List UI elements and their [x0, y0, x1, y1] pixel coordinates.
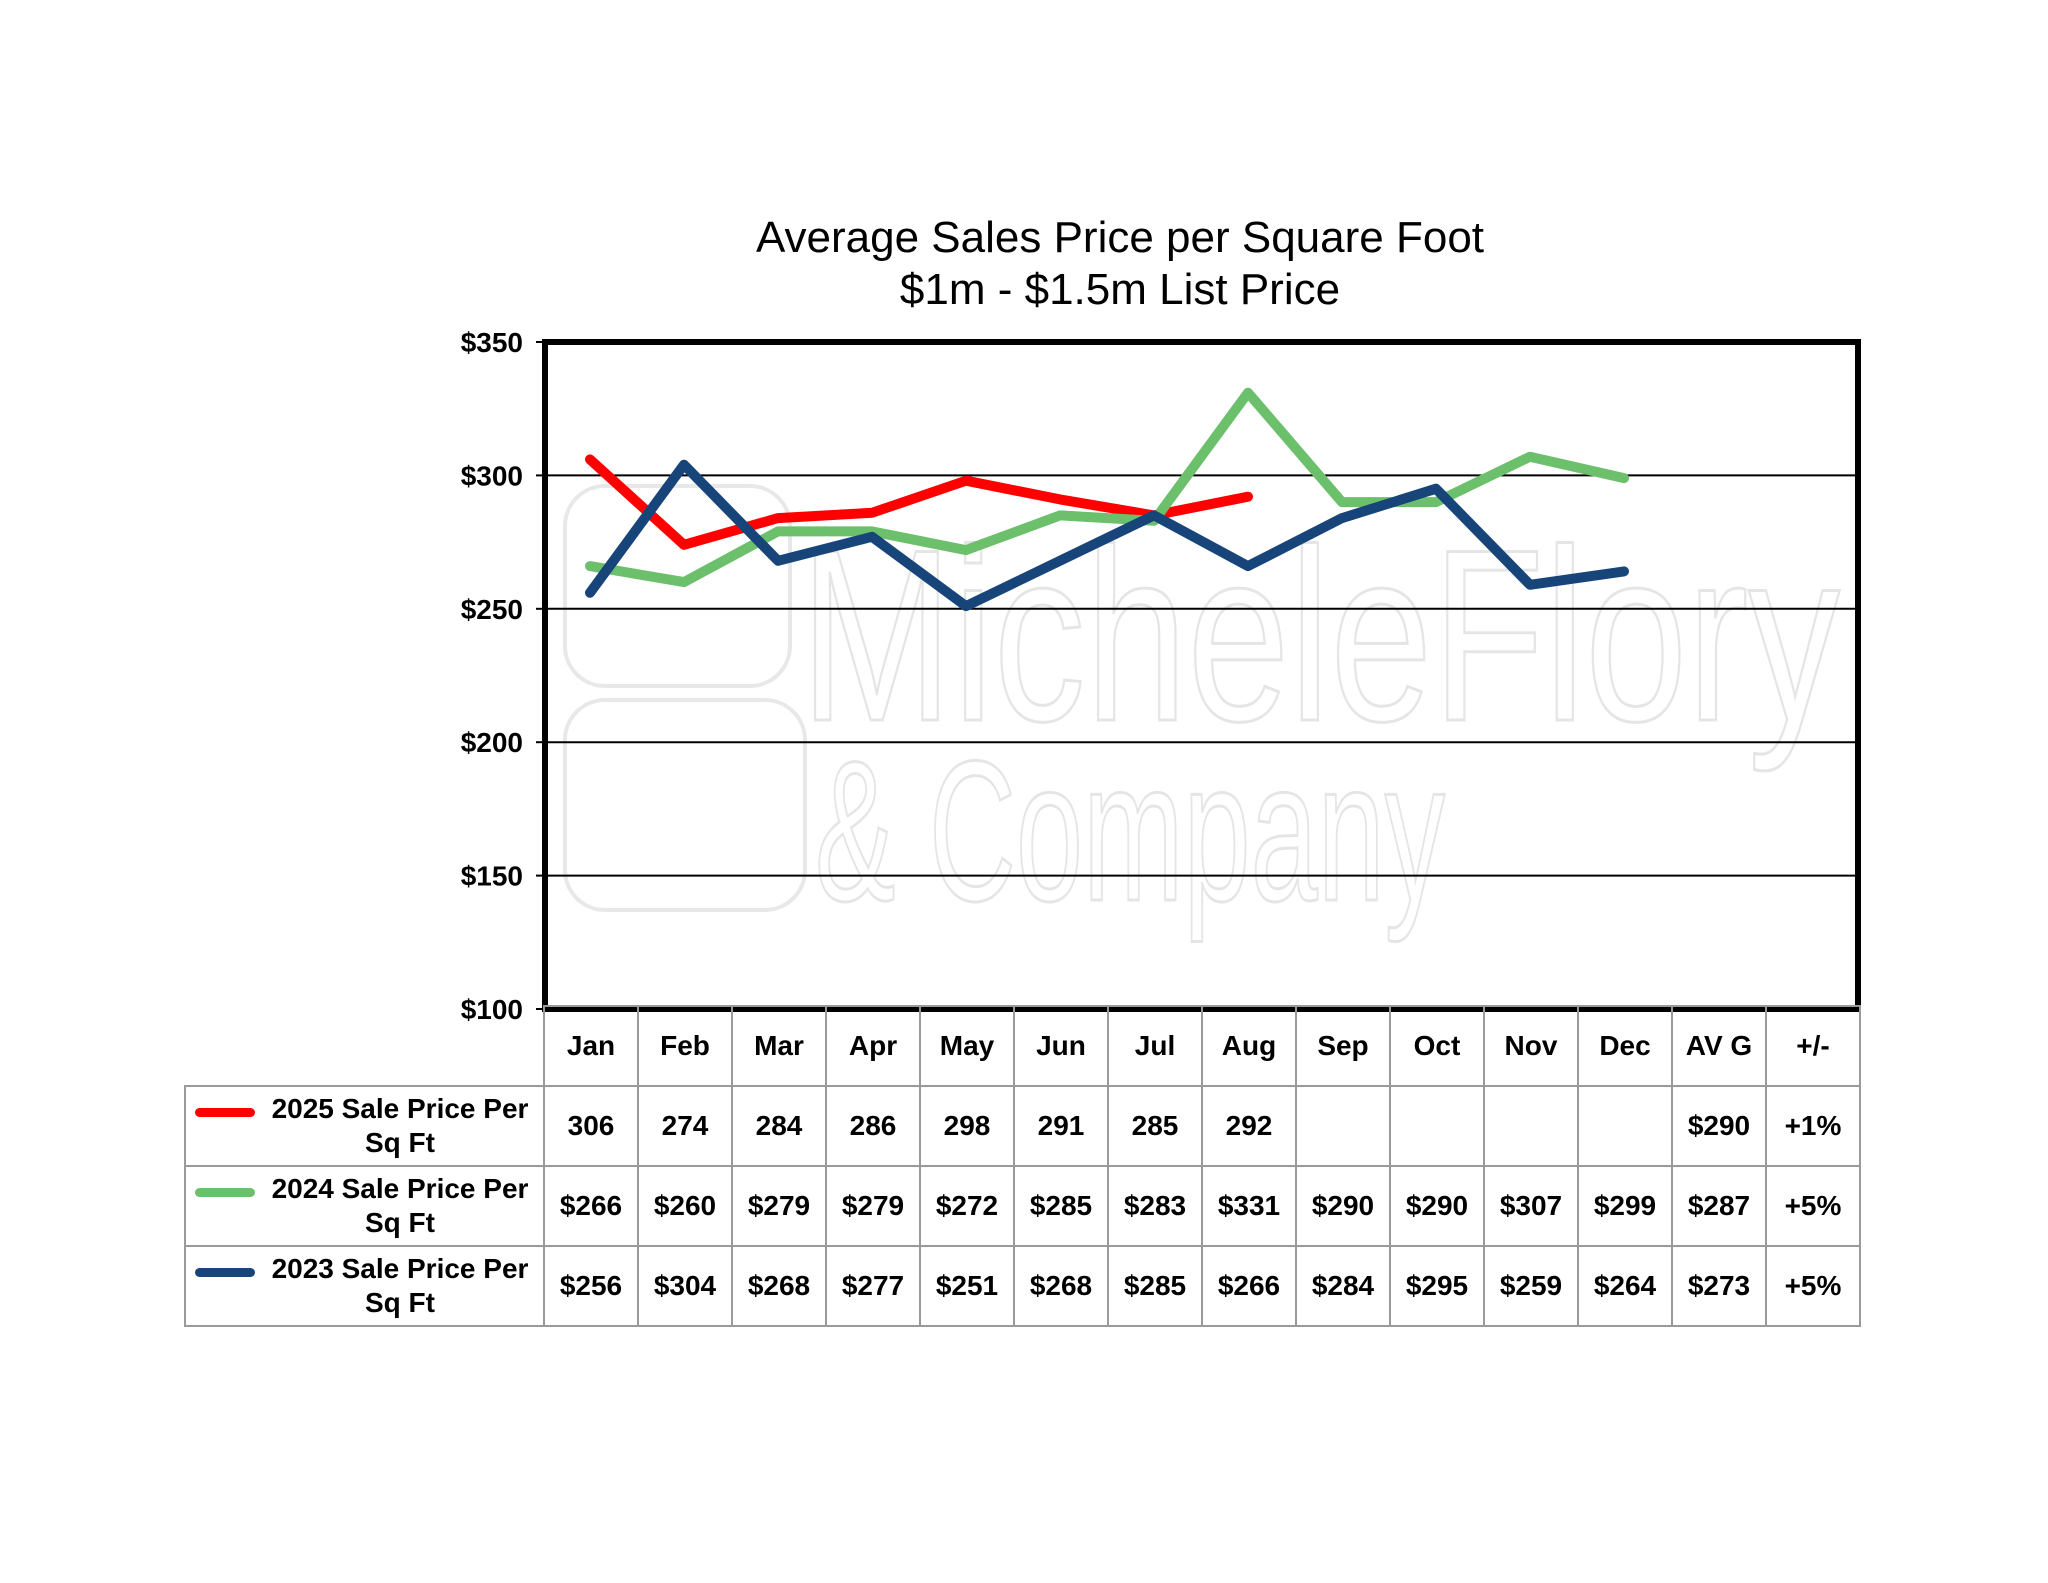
table-cell: $277 — [825, 1245, 921, 1327]
table-cell: $268 — [1013, 1245, 1109, 1327]
chart-title-line1: Average Sales Price per Square Foot — [755, 213, 1485, 262]
column-header: +/- — [1765, 1005, 1861, 1087]
table-corner-cell — [185, 1006, 545, 1087]
y-tick-label: $200 — [461, 727, 523, 758]
table-cell: $279 — [825, 1165, 921, 1247]
y-tick-label: $300 — [461, 460, 523, 491]
table-cell: $283 — [1107, 1165, 1203, 1247]
table-cell: $304 — [637, 1245, 733, 1327]
chart-subtitle: $1m - $1.5m List Price — [899, 265, 1341, 314]
series-label-cell: 2025 Sale Price Per Sq Ft — [184, 1085, 545, 1167]
y-tick-label: $250 — [461, 594, 523, 625]
column-header: Jul — [1107, 1005, 1203, 1087]
watermark-line2: & Company — [815, 720, 1445, 943]
table-cell: $299 — [1577, 1165, 1673, 1247]
y-tick-label: $350 — [461, 327, 523, 358]
series-label: 2025 Sale Price Per Sq Ft — [271, 1093, 529, 1158]
table-cell: 291 — [1013, 1085, 1109, 1167]
series-label-cell: 2023 Sale Price Per Sq Ft — [184, 1245, 545, 1327]
table-cell: $290 — [1295, 1165, 1391, 1247]
column-header: Sep — [1295, 1005, 1391, 1087]
series-label-cell: 2024 Sale Price Per Sq Ft — [184, 1165, 545, 1247]
table-cell: $264 — [1577, 1245, 1673, 1327]
table-cell: $266 — [543, 1165, 639, 1247]
column-header: Dec — [1577, 1005, 1673, 1087]
table-cell: 286 — [825, 1085, 921, 1167]
table-cell: $290 — [1671, 1085, 1767, 1167]
column-header: Nov — [1483, 1005, 1579, 1087]
table-cell: $266 — [1201, 1245, 1297, 1327]
legend-swatch — [195, 1187, 255, 1197]
table-cell: +5% — [1765, 1245, 1861, 1327]
gridlines — [545, 474, 1858, 877]
legend-swatch — [195, 1107, 255, 1117]
table-cell: 284 — [731, 1085, 827, 1167]
table-cell: $260 — [637, 1165, 733, 1247]
table-cell — [1389, 1085, 1485, 1167]
table-cell: $259 — [1483, 1245, 1579, 1327]
watermark-logo-frame-bottom — [563, 698, 807, 912]
table-cell: $287 — [1671, 1165, 1767, 1247]
y-axis-ticks: $350$300$250$200$150$100 — [461, 327, 545, 1025]
series-label: 2024 Sale Price Per Sq Ft — [271, 1173, 529, 1238]
watermark: MicheleFlory & Company — [563, 484, 1842, 945]
column-header: Jun — [1013, 1005, 1109, 1087]
series-line — [585, 454, 1253, 550]
table-cell: $290 — [1389, 1165, 1485, 1247]
chart-title: Average Sales Price per Square Foot $1m … — [600, 212, 1640, 316]
table-cell: +5% — [1765, 1165, 1861, 1247]
table-cell: $295 — [1389, 1245, 1485, 1327]
table-cell: $331 — [1201, 1165, 1297, 1247]
table-cell: $251 — [919, 1245, 1015, 1327]
table-cell: 306 — [543, 1085, 639, 1167]
data-table: Jan Feb Mar Apr May Jun Jul Aug Sep Oct Nov Dec AV G… — [184, 1005, 1861, 1327]
table-cell: $279 — [731, 1165, 827, 1247]
table-cell: 285 — [1107, 1085, 1203, 1167]
table-header-row: Jan Feb Mar Apr May Jun Jul Aug Sep Oct Nov Dec AV G… — [185, 1005, 1861, 1087]
column-header: Mar — [731, 1005, 827, 1087]
table-cell: 298 — [919, 1085, 1015, 1167]
table-cell: $268 — [731, 1245, 827, 1327]
y-tick-label: $150 — [461, 861, 523, 892]
column-header: Aug — [1201, 1005, 1297, 1087]
table-row: 2023 Sale Price Per Sq Ft $256 $304 $268 $27… — [184, 1245, 1861, 1327]
column-header: May — [919, 1005, 1015, 1087]
series-lines — [585, 387, 1629, 612]
column-header: Apr — [825, 1005, 921, 1087]
table-cell: +1% — [1765, 1085, 1861, 1167]
table-cell: 274 — [637, 1085, 733, 1167]
legend-swatch — [195, 1267, 255, 1277]
table-cell: $272 — [919, 1165, 1015, 1247]
column-header: Jan — [543, 1005, 639, 1087]
watermark-logo-frame-top — [563, 484, 792, 688]
table-cell: $273 — [1671, 1245, 1767, 1327]
table-cell — [1295, 1085, 1391, 1167]
table-cell — [1483, 1085, 1579, 1167]
table-cell: $285 — [1013, 1165, 1109, 1247]
table-row: 2024 Sale Price Per Sq Ft $266 $260 $279 $27… — [184, 1165, 1861, 1247]
table-cell: $307 — [1483, 1165, 1579, 1247]
column-header: Oct — [1389, 1005, 1485, 1087]
series-label: 2023 Sale Price Per Sq Ft — [271, 1253, 529, 1318]
table-cell: $284 — [1295, 1245, 1391, 1327]
column-header: AV G — [1671, 1005, 1767, 1087]
table-cell: $285 — [1107, 1245, 1203, 1327]
table-cell — [1577, 1085, 1673, 1167]
table-cell: $256 — [543, 1245, 639, 1327]
table-cell: 292 — [1201, 1085, 1297, 1167]
table-row: 2025 Sale Price Per Sq Ft 306 274 284 286 298… — [184, 1085, 1861, 1167]
column-header: Feb — [637, 1005, 733, 1087]
series-line — [585, 459, 1629, 612]
